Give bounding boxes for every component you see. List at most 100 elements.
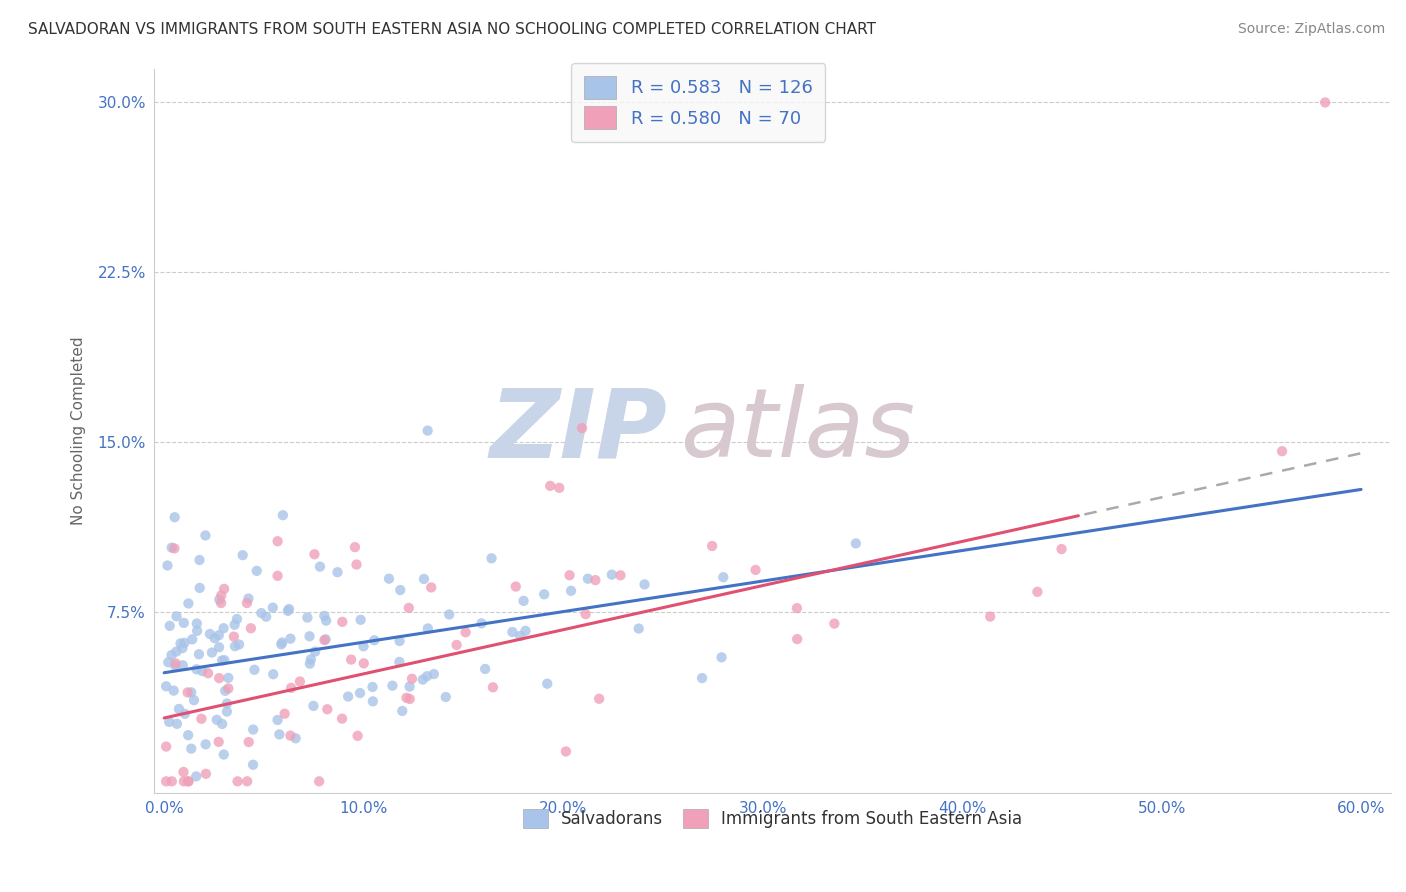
Text: ZIP: ZIP [489,384,668,477]
Point [412,673,434,687]
Point [398,680,420,694]
Point [302,698,325,713]
Point [166,609,188,624]
Point [470,616,492,631]
Point [690,671,713,685]
Point [186,662,208,676]
Point [378,572,401,586]
Point [600,567,623,582]
Point [700,539,723,553]
Point [212,582,235,596]
Point [583,573,606,587]
Point [482,681,505,695]
Point [571,421,593,435]
Point [538,479,561,493]
Point [209,596,232,610]
Point [298,629,321,643]
Point [353,640,375,654]
Point [211,717,233,731]
Point [211,653,233,667]
Point [167,702,190,716]
Point [515,624,537,638]
Point [155,739,177,754]
Point [298,657,321,671]
Point [177,774,200,789]
Point [395,690,418,705]
Point [388,634,411,648]
Point [548,481,571,495]
Point [226,612,249,626]
Point [194,766,217,780]
Point [574,607,596,622]
Point [439,607,461,622]
Point [434,690,457,704]
Point [350,613,373,627]
Point [156,558,179,573]
Point [343,540,366,554]
Point [212,747,235,762]
Point [165,644,187,658]
Point [188,553,211,567]
Point [157,714,180,729]
Point [337,690,360,704]
Point [173,636,195,650]
Point [271,508,294,523]
Point [349,686,371,700]
Point [361,694,384,708]
Point [198,627,221,641]
Point [246,564,269,578]
Y-axis label: No Schooling Completed: No Schooling Completed [72,336,86,524]
Point [262,667,284,681]
Point [284,731,307,746]
Point [188,647,211,661]
Point [280,681,302,695]
Point [501,625,523,640]
Point [243,663,266,677]
Point [194,528,217,542]
Point [157,655,180,669]
Point [845,536,868,550]
Point [204,631,226,645]
Point [163,541,186,556]
Point [398,692,420,706]
Point [391,704,413,718]
Point [197,666,219,681]
Point [381,679,404,693]
Point [238,591,260,606]
Point [160,648,183,662]
Point [304,547,326,561]
Point [1315,95,1337,110]
Point [446,638,468,652]
Point [173,764,195,779]
Point [481,551,503,566]
Point [309,559,332,574]
Point [308,774,330,789]
Point [711,570,734,584]
Point [205,713,228,727]
Point [560,583,582,598]
Point [226,774,249,789]
Point [212,621,235,635]
Point [454,625,477,640]
Point [163,510,186,524]
Point [236,596,259,610]
Point [316,702,339,716]
Point [169,636,191,650]
Point [217,681,239,696]
Point [273,706,295,721]
Point [214,683,236,698]
Point [363,633,385,648]
Point [217,671,239,685]
Point [159,619,181,633]
Point [609,568,631,582]
Point [215,697,238,711]
Point [186,769,208,783]
Text: Source: ZipAtlas.com: Source: ZipAtlas.com [1237,22,1385,37]
Point [239,621,262,635]
Point [413,572,436,586]
Point [416,669,439,683]
Point [224,639,246,653]
Point [823,616,845,631]
Point [416,424,439,438]
Point [388,655,411,669]
